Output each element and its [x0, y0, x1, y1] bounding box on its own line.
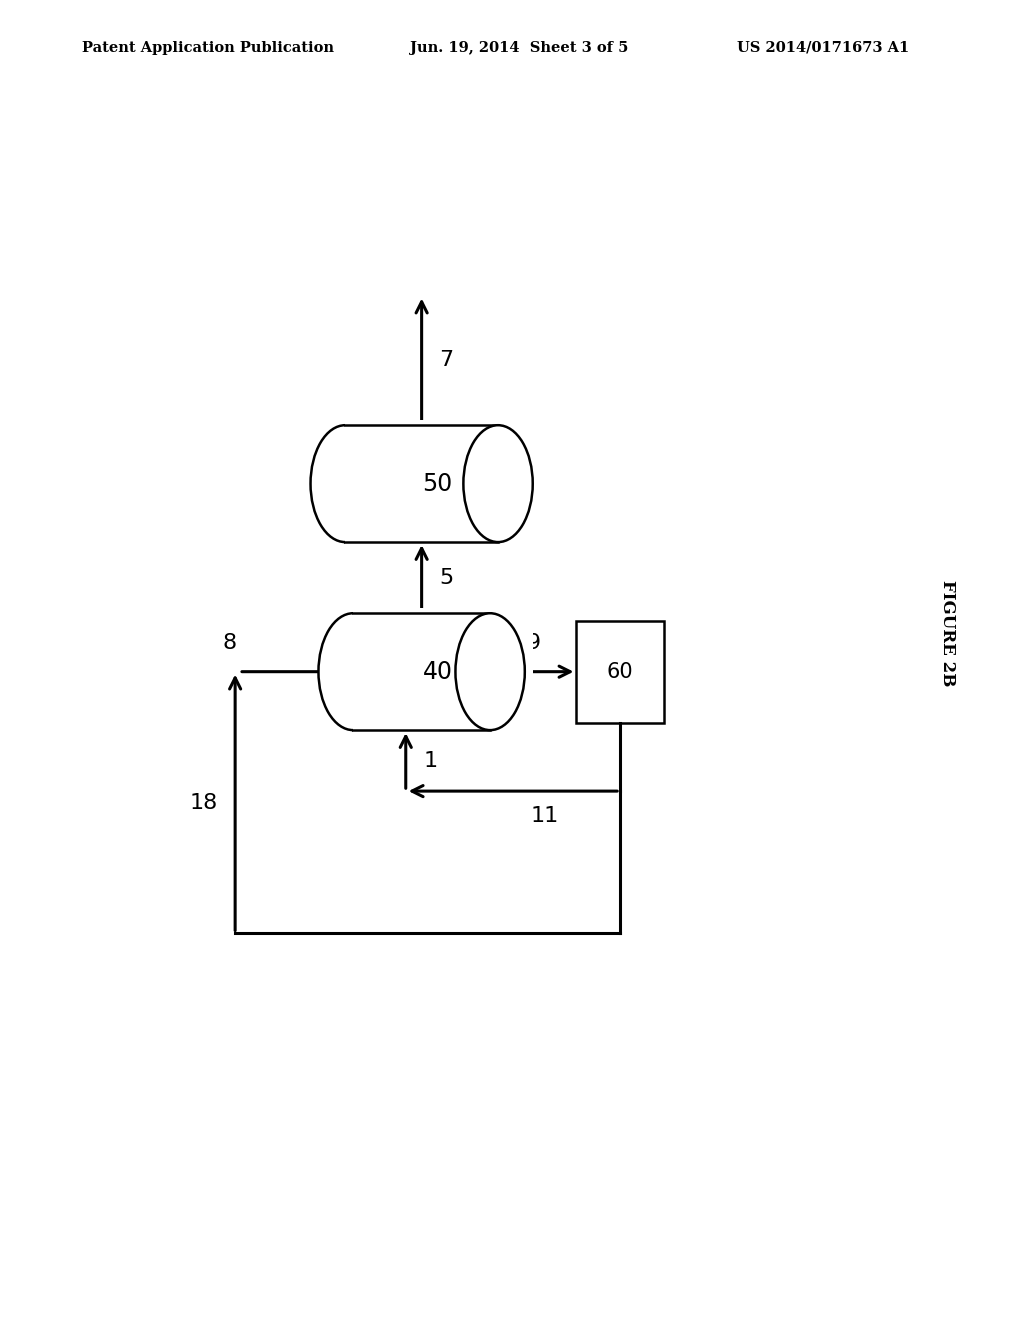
Bar [353, 609, 532, 735]
Ellipse shape [464, 425, 532, 543]
Text: 40: 40 [423, 660, 453, 684]
Text: 9: 9 [527, 634, 541, 653]
Ellipse shape [456, 614, 525, 730]
Bar [345, 420, 541, 548]
Text: Patent Application Publication: Patent Application Publication [82, 41, 334, 54]
Text: 8: 8 [222, 634, 237, 653]
Ellipse shape [464, 425, 532, 543]
Text: Jun. 19, 2014  Sheet 3 of 5: Jun. 19, 2014 Sheet 3 of 5 [410, 41, 628, 54]
Bar [577, 620, 664, 722]
Bar [353, 614, 490, 730]
Text: 1: 1 [423, 751, 437, 771]
Ellipse shape [456, 614, 525, 730]
Text: 50: 50 [422, 471, 453, 495]
Text: US 2014/0171673 A1: US 2014/0171673 A1 [737, 41, 909, 54]
Text: 11: 11 [530, 807, 559, 826]
Text: 7: 7 [439, 350, 454, 371]
Text: FIGURE 2B: FIGURE 2B [939, 581, 955, 686]
Text: 5: 5 [439, 568, 454, 587]
Text: 18: 18 [189, 792, 218, 813]
Ellipse shape [318, 614, 388, 730]
Ellipse shape [310, 425, 380, 543]
Bar [345, 425, 498, 543]
Text: 60: 60 [606, 661, 634, 681]
